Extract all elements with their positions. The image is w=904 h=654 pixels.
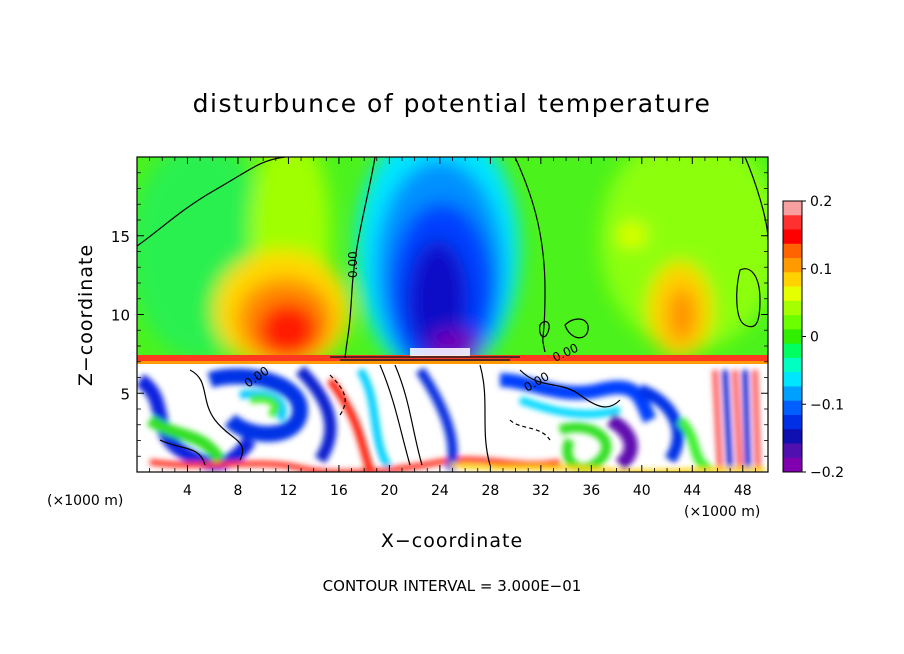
colorbar-swatch [783,429,802,444]
x-unit-label-right: (×1000 m) [684,504,760,520]
colorbar-swatch [783,243,802,259]
green-streak-1 [146,414,225,464]
contour-lower-6 [159,439,206,466]
x-tick-label: 12 [280,483,298,499]
y-tick-label: 15 [111,228,130,246]
colorbar-swatch [783,300,802,316]
red-streaks-right [712,369,761,471]
colorbar: 0.2 0.1 0 −0.1 −0.2 [782,194,844,481]
contour-closed-right [736,268,761,328]
colorbar-tick-label: 0 [810,330,819,346]
cyan-streak-1 [356,367,394,472]
blue-swirl-right [637,384,685,464]
x-tick-label: 40 [633,483,651,499]
x-tick-label: 24 [431,483,449,499]
x-axis: 4 8 12 16 20 24 28 32 36 40 44 48 [149,157,756,499]
purple-patch [606,413,638,471]
colorbar-swatch [783,315,802,330]
green-swirl-left [249,394,280,419]
warm-patch-right-core [668,287,696,343]
colorbar-swatch [783,272,802,288]
blue-arc-center [415,367,458,472]
colorbar-swatch [783,414,802,430]
contour-lower-4 [479,364,491,466]
y-tick-label: 5 [120,385,130,403]
colorbar-tick-label: 0.1 [810,262,832,278]
heatmap-field: 0.00 0.00 0.00 0.00 [137,157,768,472]
warm-plume-core [258,302,318,358]
x-tick-label: 20 [380,483,398,499]
green-streak-right [676,416,713,472]
contour-small-loops [539,318,589,339]
blue-streaks-right [722,369,751,471]
inversion-dark-streak [330,356,520,361]
colorbar-tick-label: −0.2 [810,465,844,481]
yellow-spot [618,223,646,247]
red-wave-bottom [149,456,561,472]
contour-lower-1 [189,369,244,461]
y-axis: 5 10 15 [111,172,768,457]
blue-streak-1 [137,374,256,471]
colorbar-swatch [783,215,802,231]
inversion-cold-core [410,348,470,356]
contour-lower-2 [379,364,411,466]
x-tick-label: 48 [734,483,752,499]
yellow-streak-bottom [449,462,766,472]
contour-zero-plume-left [344,157,376,359]
contour-interval-note: CONTOUR INTERVAL = 3.000E−01 [323,577,582,595]
x-unit-label-left: (×1000 m) [47,493,123,509]
colorbar-swatch [783,386,802,402]
colorbar-swatch [783,357,802,373]
contour-lower-5 [519,369,621,408]
colorbar-swatch [783,400,802,416]
x-tick-label: 16 [330,483,348,499]
contour-lower-3 [394,364,423,466]
colorbar-swatch [783,258,802,273]
colorbar-swatch [783,372,802,387]
colorbar-swatch [783,443,802,459]
contour-lower-dashed [329,374,551,441]
green-swirl-right [558,422,612,472]
cyan-arc-right [518,396,621,419]
red-streak-1 [326,377,374,472]
colorbar-swatch [783,343,802,359]
x-tick-label: 28 [481,483,499,499]
colorbar-swatch [783,229,802,245]
x-axis-label: X−coordinate [381,530,523,552]
colorbar-swatch [783,201,802,216]
x-tick-label: 8 [233,483,242,499]
x-tick-label: 36 [582,483,600,499]
x-tick-label: 44 [683,483,701,499]
blue-swirl-left [207,368,309,442]
y-axis-label: Z−coordinate [75,244,97,386]
y-tick-label: 10 [111,307,130,325]
colorbar-tick-label: 0.2 [810,194,832,210]
blue-arc-right [499,373,657,424]
contour-lines [137,157,768,466]
turbulent-lower-layer [137,365,766,472]
green-band-right [600,157,768,350]
contour-label-1: 0.00 [346,251,360,278]
inversion-band-warm [137,355,768,361]
blue-streak-2 [295,365,337,464]
colorbar-swatch [783,286,802,302]
colorbar-swatch [783,329,802,345]
chart-title: disturbunce of potential temperature [193,89,712,118]
colorbar-swatch [783,457,802,473]
contour-zero-plume-right [514,157,546,353]
x-tick-label: 32 [532,483,550,499]
colorbar-tick-label: −0.1 [810,397,844,413]
inversion-band-orange [137,361,768,364]
contour-zero-left [137,157,286,247]
x-tick-label: 4 [183,483,192,499]
